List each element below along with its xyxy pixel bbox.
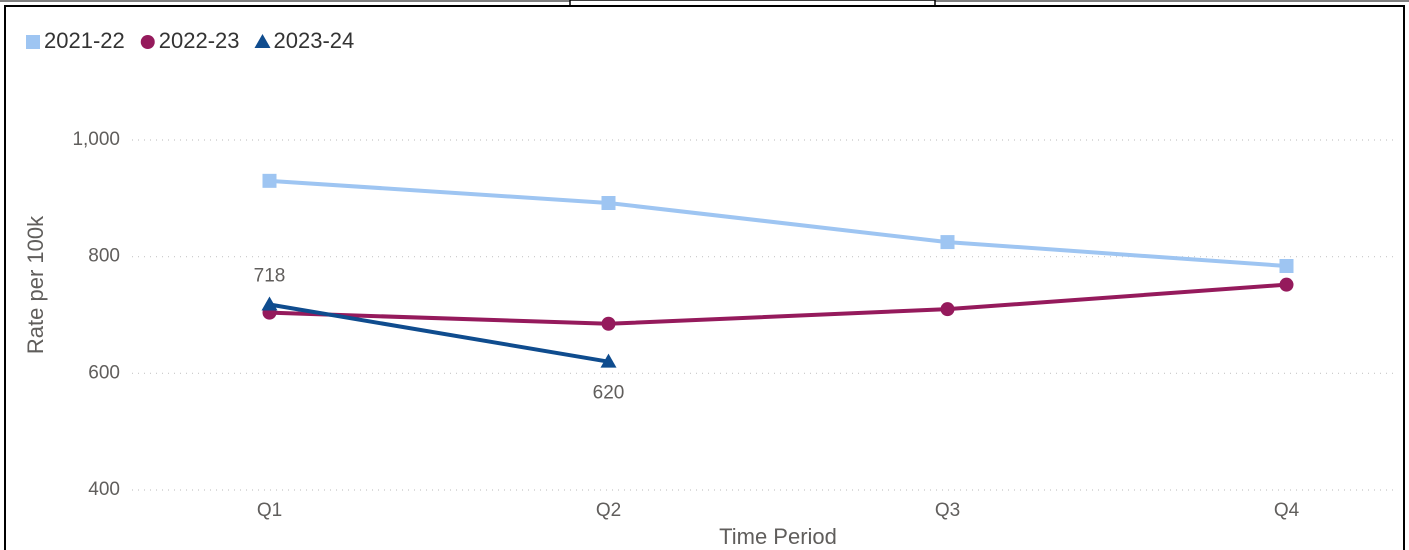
x-tick-label: Q3 (935, 500, 960, 521)
series-line (269, 282, 1287, 326)
data-point (601, 196, 616, 210)
data-point (262, 173, 277, 188)
y-tick-label: 600 (88, 362, 120, 383)
data-point (1279, 259, 1294, 273)
series-line (269, 178, 1287, 268)
data-point (600, 353, 617, 368)
data-point (940, 302, 955, 317)
y-tick-label: 800 (88, 246, 120, 267)
legend-label: 2022-23 (159, 28, 240, 53)
legend-marker (140, 35, 155, 49)
x-axis-title: Time Period (719, 524, 837, 549)
legend-label: 2023-24 (274, 28, 355, 53)
x-tick-label: Q4 (1274, 500, 1300, 521)
y-tick-label: 400 (88, 479, 120, 500)
data-point (261, 296, 278, 311)
data-point (1279, 277, 1294, 292)
y-axis-title: Rate per 100k (23, 215, 48, 354)
frame (4, 5, 1405, 550)
x-tick-label: Q1 (257, 500, 282, 521)
data-label: 620 (593, 383, 625, 404)
data-point (601, 316, 616, 331)
data-point (940, 235, 955, 250)
legend-marker (26, 35, 40, 49)
data-label: 718 (254, 266, 286, 287)
series-line (269, 302, 609, 364)
legend-marker (254, 34, 271, 48)
legend-label: 2021-22 (44, 28, 125, 53)
x-tick-label: Q2 (596, 500, 621, 521)
y-tick-label: 1,000 (72, 129, 120, 150)
